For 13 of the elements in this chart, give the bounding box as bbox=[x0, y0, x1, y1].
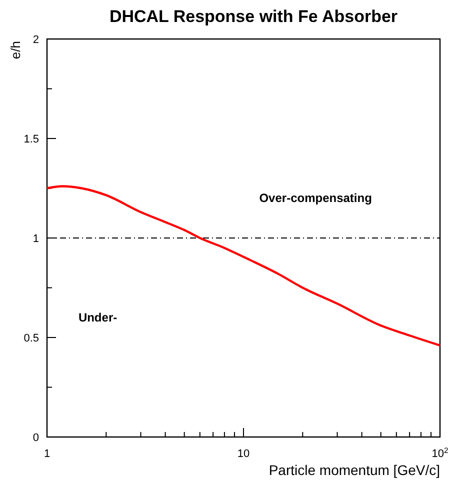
x-axis-title: Particle momentum [GeV/c] bbox=[268, 462, 440, 478]
x-tick-label: 10 bbox=[237, 448, 250, 460]
y-axis-title: e/h bbox=[8, 41, 23, 60]
annotation: Under- bbox=[78, 310, 118, 325]
y-tick-label: 2 bbox=[32, 34, 39, 46]
chart-title: DHCAL Response with Fe Absorber bbox=[109, 7, 398, 26]
x-tick-label: 10$^{2}$ bbox=[432, 446, 448, 460]
y-tick-label: 1.5 bbox=[24, 134, 39, 146]
x-tick-label: 1 bbox=[44, 448, 50, 460]
y-tick-label: 0 bbox=[32, 432, 39, 444]
annotation: Over-compensating bbox=[259, 191, 372, 206]
y-tick-label: 1 bbox=[32, 233, 39, 245]
y-tick-label: 0.5 bbox=[24, 332, 39, 344]
